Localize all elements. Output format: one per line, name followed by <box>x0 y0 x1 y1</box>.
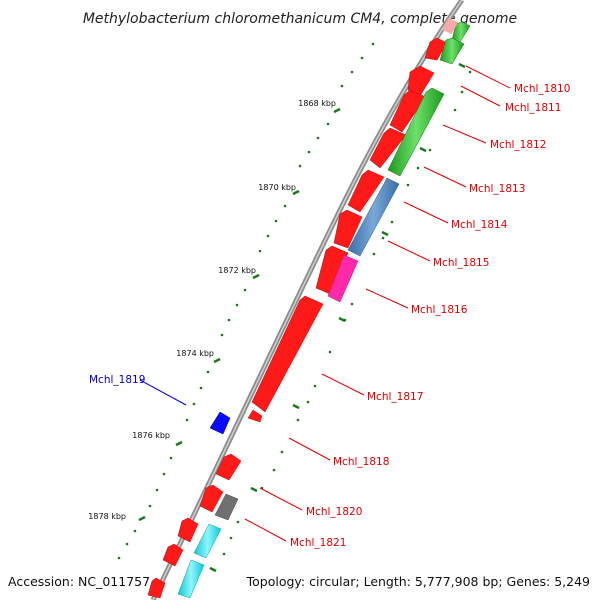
gene-label[interactable]: Mchl_1820 <box>306 506 362 518</box>
gene-label[interactable]: Mchl_1817 <box>367 391 423 403</box>
gene-label[interactable]: Mchl_1818 <box>333 456 389 468</box>
gene-label[interactable]: Mchl_1812 <box>490 139 546 151</box>
gene-label[interactable]: Mchl_1813 <box>469 183 525 195</box>
gene-label[interactable]: Mchl_1819 <box>89 374 145 386</box>
ruler-tick-labels: 1868 kbp 1870 kbp 1872 kbp 1874 kbp 1876… <box>88 99 336 521</box>
gray-gene <box>214 493 239 521</box>
tick-label: 1872 kbp <box>218 266 256 275</box>
gene-label[interactable]: Mchl_1811 <box>505 102 561 114</box>
blue-gene <box>347 177 400 257</box>
red-genes <box>147 37 448 599</box>
gene-label[interactable]: Mchl_1815 <box>433 257 489 269</box>
tick-label: 1876 kbp <box>132 431 170 440</box>
pink-gene <box>327 254 359 303</box>
cyan-genes <box>177 523 222 599</box>
gene-label[interactable]: Mchl_1814 <box>451 219 508 231</box>
tick-label: 1874 kbp <box>176 349 214 358</box>
gene-label[interactable]: Mchl_1810 <box>514 83 570 95</box>
navy-gene <box>209 411 231 435</box>
map-title: Methylobacterium chloromethanicum CM4, c… <box>83 11 517 27</box>
ruler-inner-major-ticks <box>209 62 466 573</box>
green-genes <box>387 21 471 177</box>
ruler-inner <box>222 70 472 556</box>
gene-label[interactable]: Mchl_1821 <box>290 537 346 549</box>
label-leaders <box>244 65 511 542</box>
label-leader-blue <box>139 379 187 406</box>
topology-text: Topology: circular; Length: 5,777,908 bp… <box>246 574 590 589</box>
gene-labels: Mchl_1810 Mchl_1811 Mchl_1812 Mchl_1813 … <box>89 83 570 549</box>
accession-text: Accession: NC_011757 <box>8 574 150 589</box>
tick-label: 1878 kbp <box>88 512 126 521</box>
gene-label[interactable]: Mchl_1816 <box>411 304 468 316</box>
tick-label: 1868 kbp <box>298 99 336 108</box>
ruler-major-ticks <box>138 107 341 522</box>
gene-pale-top <box>442 18 458 34</box>
ruler-outer <box>117 42 375 560</box>
tick-label: 1870 kbp <box>258 183 296 192</box>
